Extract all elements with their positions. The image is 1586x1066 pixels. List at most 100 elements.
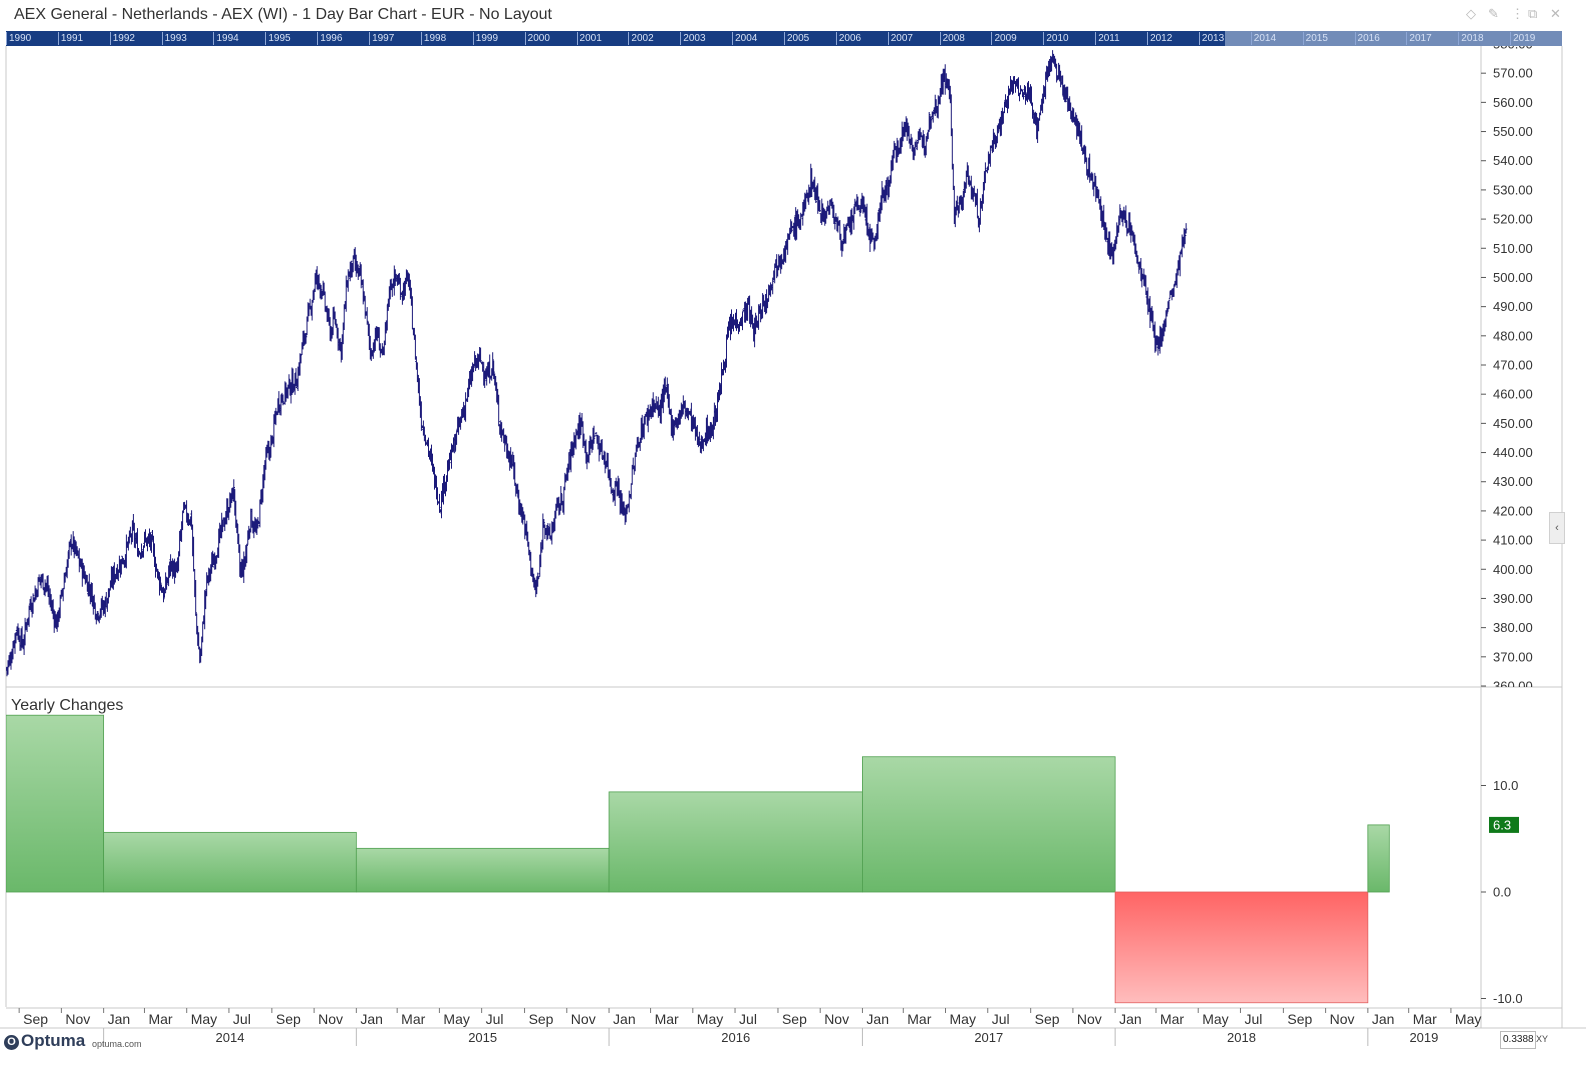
yearly-change-bar-positive <box>1367 824 1390 893</box>
price-axis-tick-label: 550.00 <box>1493 124 1533 139</box>
last-value-label: 6.3 <box>1493 817 1511 832</box>
year-label: 2016 <box>721 1030 750 1045</box>
month-label: Nov <box>1077 1011 1102 1027</box>
month-label: Jul <box>1244 1011 1262 1027</box>
indicator-axis-tick-label: -10.0 <box>1493 991 1523 1006</box>
month-label: Sep <box>529 1011 554 1027</box>
overview-year-label: 2014 <box>1250 32 1276 45</box>
overview-year-label: 2019 <box>1510 32 1535 45</box>
overview-year-label: 1993 <box>161 32 187 45</box>
optuma-logo: O Optuma <box>4 1031 85 1051</box>
last-value-badge <box>1489 816 1519 833</box>
yearly-change-bar-positive <box>862 756 1116 893</box>
close-icon[interactable]: ✕ <box>1550 6 1561 21</box>
price-axis-tick-label: 490.00 <box>1493 299 1533 314</box>
pin-icon[interactable]: ✎ <box>1488 6 1499 21</box>
yearly-change-bar-positive <box>6 714 105 893</box>
overview-year-label: 1991 <box>57 32 83 45</box>
overview-year-label: 2012 <box>1147 32 1172 45</box>
restore-icon[interactable]: ⧉ <box>1528 6 1538 21</box>
window-titlebar: AEX General - Netherlands - AEX (WI) - 1… <box>0 0 1586 31</box>
overview-year-label: 2006 <box>835 32 861 45</box>
month-label: Jul <box>233 1011 251 1027</box>
month-label: Jan <box>108 1011 131 1027</box>
month-label: Nov <box>1330 1011 1355 1027</box>
month-label: Mar <box>907 1011 931 1027</box>
price-axis-tick-label: 540.00 <box>1493 153 1533 168</box>
price-axis-tick-label: 400.00 <box>1493 562 1533 577</box>
price-axis-tick-label: 570.00 <box>1493 66 1533 81</box>
overview-year-label: 2002 <box>628 32 654 45</box>
yearly-change-bar-negative <box>1114 891 1369 1004</box>
overview-year-label: 1997 <box>369 32 394 45</box>
price-axis-tick-label: 380.00 <box>1493 620 1533 635</box>
month-label: Mar <box>655 1011 679 1027</box>
yearly-changes-bars <box>6 714 1390 1004</box>
month-label: Sep <box>23 1011 48 1027</box>
price-axis-tick-label: 520.00 <box>1493 212 1533 227</box>
price-axis-tick-label: 440.00 <box>1493 445 1533 460</box>
month-label: Nov <box>824 1011 849 1027</box>
overview-year-label: 2016 <box>1354 32 1380 45</box>
overview-year-label: 2004 <box>732 32 757 45</box>
overview-year-label: 2005 <box>784 32 809 45</box>
overview-year-label: 2018 <box>1458 32 1484 45</box>
price-axis-tick-label: 580.00 <box>1493 37 1533 52</box>
overview-year-label: 2013 <box>1198 32 1224 45</box>
month-label: May <box>1202 1011 1228 1027</box>
year-label: 2018 <box>1227 1030 1256 1045</box>
month-label: Nov <box>65 1011 90 1027</box>
overview-year-label: 2011 <box>1095 32 1120 45</box>
overview-year-label: 1996 <box>317 32 342 45</box>
menu-icon[interactable]: ⋮ <box>1511 6 1524 21</box>
month-label: Mar <box>401 1011 425 1027</box>
price-axis-tick-label: 450.00 <box>1493 416 1533 431</box>
month-label: Jan <box>613 1011 636 1027</box>
overview-navigator-bar[interactable]: 1990 1991 1992 1993 1994 1995 1996 1997 1998 1999… <box>6 31 1562 46</box>
overview-year-label: 2017 <box>1406 32 1432 45</box>
indicator-axis-tick-label: 0.0 <box>1493 885 1511 900</box>
month-label: Mar <box>148 1011 172 1027</box>
yearly-change-bar-positive <box>608 791 863 893</box>
month-label: Nov <box>571 1011 596 1027</box>
overview-year-label: 1992 <box>109 32 135 45</box>
month-label: May <box>443 1011 469 1027</box>
month-label: Mar <box>1160 1011 1184 1027</box>
month-label: Sep <box>782 1011 807 1027</box>
overview-year-label: 1995 <box>265 32 291 45</box>
zoom-mode-button[interactable]: XY <box>1536 1034 1549 1044</box>
collapse-panel-arrow-icon[interactable]: ‹ <box>1549 512 1565 544</box>
indicator-axis-tick-label: 10.0 <box>1493 778 1518 793</box>
year-label: 2017 <box>974 1030 1003 1045</box>
year-label: 2019 <box>1409 1030 1438 1045</box>
year-label: 2014 <box>216 1030 245 1045</box>
zoom-input[interactable]: 0.3388 <box>1500 1031 1536 1049</box>
month-label: May <box>950 1011 976 1027</box>
month-label: Jan <box>1372 1011 1395 1027</box>
overview-year-label: 2000 <box>524 32 550 45</box>
month-label: Jan <box>866 1011 889 1027</box>
month-label: Jan <box>360 1011 383 1027</box>
month-label: Sep <box>1035 1011 1060 1027</box>
month-label: Jul <box>486 1011 504 1027</box>
overview-visible-range[interactable] <box>1224 31 1562 46</box>
price-axis: 360.00 370.00 380.00 390.00 400.00 410.00 420.… <box>1481 37 1533 687</box>
month-label: Sep <box>276 1011 301 1027</box>
yearly-change-bar-positive <box>103 831 357 893</box>
price-axis-tick-label: 410.00 <box>1493 533 1533 548</box>
price-axis-tick-label: 420.00 <box>1493 503 1533 518</box>
price-axis-tick-label: 480.00 <box>1493 328 1533 343</box>
month-label: Nov <box>318 1011 343 1027</box>
month-label: May <box>1455 1011 1481 1027</box>
price-axis-tick-label: 510.00 <box>1493 241 1533 256</box>
price-axis-tick-label: 560.00 <box>1493 95 1533 110</box>
month-label: May <box>697 1011 723 1027</box>
month-label: Jan <box>1119 1011 1142 1027</box>
month-label: Jul <box>992 1011 1010 1027</box>
diamond-icon[interactable]: ◇ <box>1466 6 1476 21</box>
price-bars <box>6 50 1188 677</box>
price-bar-series <box>6 50 1188 677</box>
overview-year-label: 1994 <box>213 32 239 45</box>
overview-year-label: 2015 <box>1302 32 1328 45</box>
